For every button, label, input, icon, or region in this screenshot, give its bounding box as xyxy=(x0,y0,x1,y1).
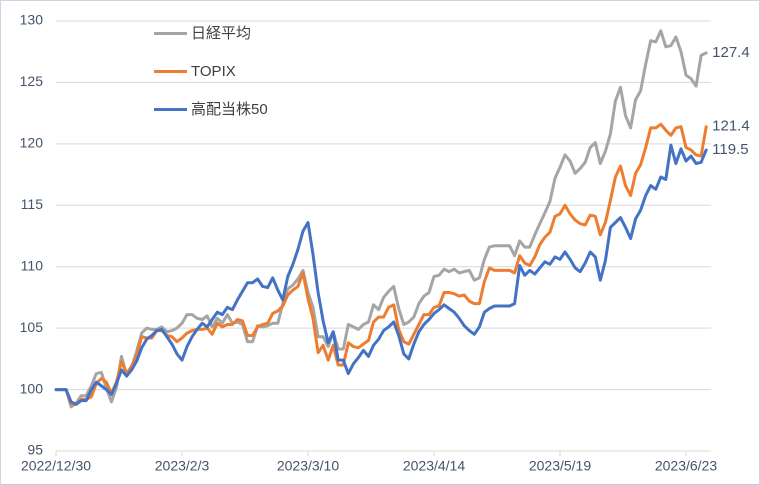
series-line-日経平均 xyxy=(54,29,708,409)
chart-legend: 日経平均 TOPIX 高配当株50 xyxy=(154,23,268,120)
y-axis-tick-label: 130 xyxy=(20,12,44,28)
y-axis-tick-label: 95 xyxy=(27,442,43,458)
x-axis-tick-label: 2023/5/19 xyxy=(529,458,591,474)
series-end-label: 119.5 xyxy=(712,141,748,158)
series-line-高配当株50 xyxy=(54,143,708,406)
x-axis-tick-label: 2023/4/14 xyxy=(403,458,465,474)
legend-line-nikkei-icon xyxy=(154,32,187,35)
y-axis-tick-label: 110 xyxy=(21,257,44,273)
series-end-label: 121.4 xyxy=(712,118,750,135)
series-end-label: 127.4 xyxy=(712,44,750,61)
legend-label-topix: TOPIX xyxy=(191,63,236,80)
x-axis-tick-label: 2023/6/23 xyxy=(655,458,717,474)
legend-item-highdiv50: 高配当株50 xyxy=(154,99,268,120)
legend-item-topix: TOPIX xyxy=(154,61,268,82)
legend-item-nikkei: 日経平均 xyxy=(154,23,268,44)
legend-line-topix-icon xyxy=(154,70,187,73)
x-axis-tick-label: 2023/3/10 xyxy=(277,458,339,474)
series-line-TOPIX xyxy=(54,122,708,406)
x-axis-tick-label: 2022/12/30 xyxy=(21,458,91,474)
legend-label-highdiv50: 高配当株50 xyxy=(191,101,268,118)
y-axis-tick-label: 115 xyxy=(21,196,44,212)
legend-label-nikkei: 日経平均 xyxy=(191,25,252,42)
y-axis-tick-label: 105 xyxy=(20,319,44,335)
y-axis-tick-label: 120 xyxy=(20,135,44,151)
y-axis-tick-label: 100 xyxy=(20,380,44,396)
x-axis-tick-label: 2023/2/3 xyxy=(155,458,210,474)
y-axis-tick-label: 125 xyxy=(20,73,44,89)
legend-line-highdiv50-icon xyxy=(154,108,187,111)
